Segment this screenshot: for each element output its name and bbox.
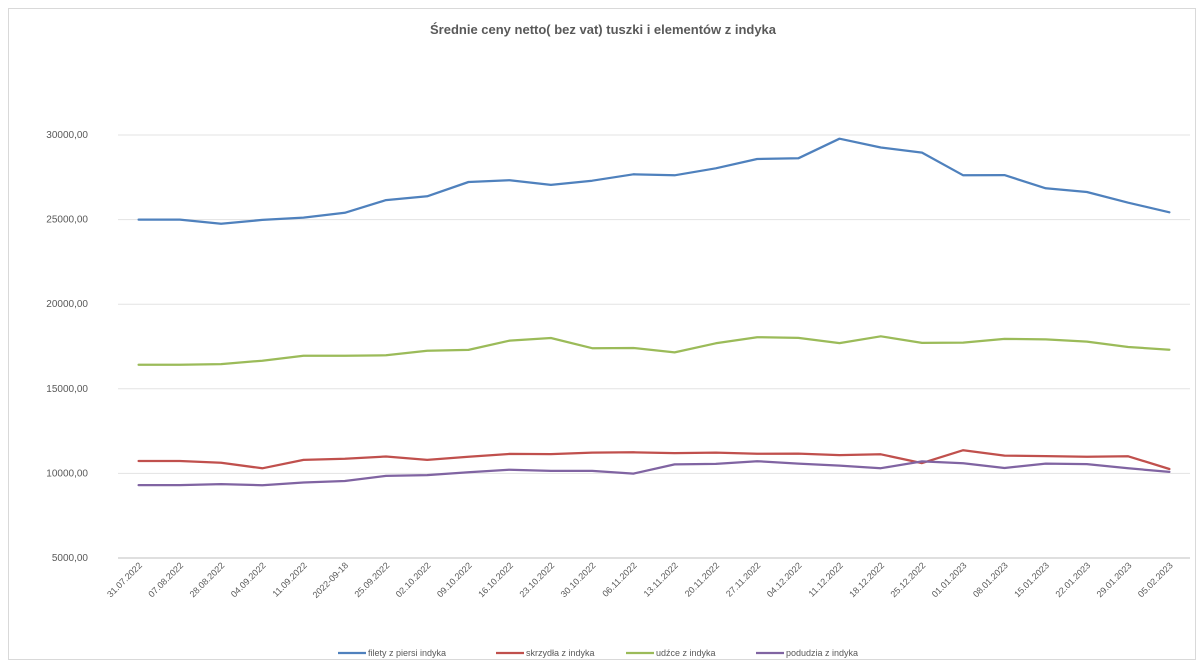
series-line — [137, 449, 1171, 471]
series-line — [137, 460, 1171, 487]
x-tick-label: 30.10.2022 — [559, 560, 598, 599]
x-tick-label: 25.12.2022 — [888, 560, 927, 599]
legend: filety z piersi indyka skrzydła z indyka u… — [338, 648, 858, 658]
x-tick-label: 27.11.2022 — [724, 560, 762, 598]
x-tick-label: 11.12.2022 — [806, 560, 844, 598]
legend-label: podudzia z indyka — [786, 648, 858, 658]
x-tick-label: 01.01.2023 — [930, 560, 969, 599]
x-tick-label: 31.07.2022 — [105, 560, 144, 599]
x-tick-label: 29.01.2023 — [1095, 560, 1134, 599]
x-tick-label: 25.09.2022 — [352, 560, 391, 599]
x-tick-label: 13.11.2022 — [642, 560, 680, 598]
x-tick-label: 05.02.2023 — [1136, 560, 1175, 599]
x-tick-label: 15.01.2023 — [1012, 560, 1051, 599]
x-tick-label: 09.10.2022 — [435, 560, 474, 599]
chart-title: Średnie ceny netto( bez vat) tuszki i el… — [430, 22, 777, 37]
gridlines — [118, 134, 1190, 559]
y-tick-label: 30000,00 — [46, 130, 88, 141]
x-tick-label: 23.10.2022 — [517, 560, 556, 599]
series-lines — [137, 137, 1171, 487]
x-tick-label: 28.08.2022 — [188, 560, 227, 599]
y-tick-label: 5000,00 — [52, 553, 89, 564]
x-tick-label: 16.10.2022 — [476, 560, 515, 599]
x-tick-label: 18.12.2022 — [847, 560, 886, 599]
y-tick-label: 15000,00 — [46, 384, 88, 395]
x-tick-label: 06.11.2022 — [600, 560, 638, 598]
x-tick-label: 04.09.2022 — [229, 560, 268, 599]
legend-label: skrzydła z indyka — [526, 648, 595, 658]
x-tick-label: 22.01.2023 — [1053, 560, 1092, 599]
x-tick-label: 20.11.2022 — [683, 560, 721, 598]
legend-label: udźce z indyka — [656, 648, 716, 658]
series-line — [137, 137, 1171, 225]
y-tick-label: 10000,00 — [46, 468, 88, 479]
x-tick-label: 04.12.2022 — [765, 560, 804, 599]
x-tick-label: 02.10.2022 — [394, 560, 433, 599]
x-tick-label: 2022-09-18 — [311, 560, 351, 600]
y-tick-label: 20000,00 — [46, 299, 88, 310]
y-axis-ticks: 5000,00 10000,00 15000,00 20000,00 25000,00 3… — [46, 130, 88, 564]
y-tick-label: 25000,00 — [46, 215, 88, 226]
legend-label: filety z piersi indyka — [368, 648, 446, 658]
chart-area — [8, 8, 1196, 660]
x-tick-label: 11.09.2022 — [270, 560, 308, 598]
x-tick-label: 07.08.2022 — [146, 560, 185, 599]
series-line — [137, 335, 1171, 366]
x-axis-ticks: 31.07.2022 07.08.2022 28.08.2022 04.09.2022… — [105, 560, 1175, 600]
x-tick-label: 08.01.2023 — [971, 560, 1010, 599]
